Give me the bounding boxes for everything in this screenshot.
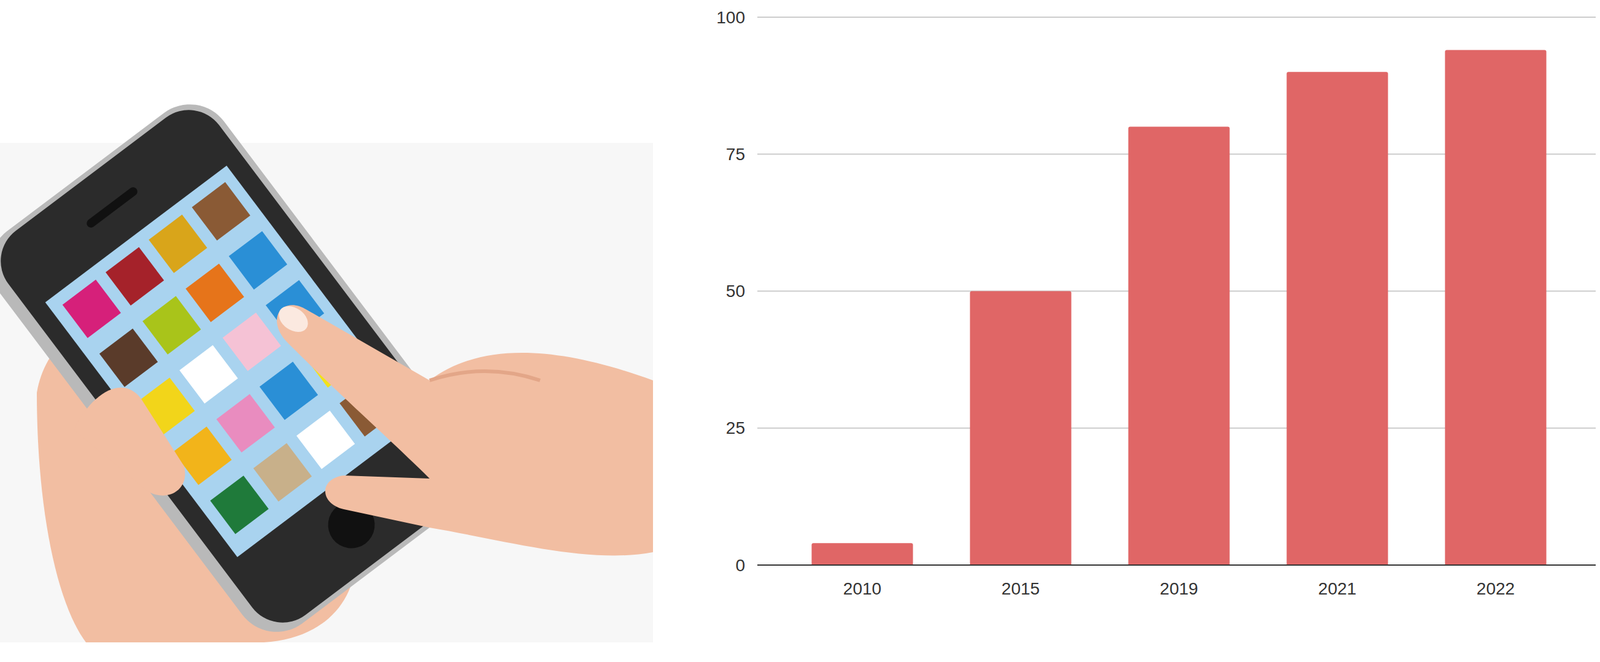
- hand-crease: [429, 371, 541, 381]
- bar: [969, 291, 1071, 566]
- app-icon: [99, 328, 158, 388]
- y-tick-label: 0: [735, 556, 746, 576]
- y-tick-label: 50: [726, 281, 746, 301]
- thumb: [73, 387, 186, 496]
- x-tick-label: 2010: [843, 579, 882, 599]
- app-icon: [105, 247, 164, 306]
- fingernail: [273, 300, 313, 337]
- app-icon: [296, 410, 355, 469]
- x-tick-label: 2019: [1159, 579, 1199, 599]
- app-icon: [148, 214, 207, 274]
- y-tick-label: 25: [726, 418, 746, 438]
- phone-frame: [0, 87, 494, 650]
- pointing-hand: [276, 305, 654, 556]
- bar: [1286, 71, 1388, 566]
- phone-illustration: [0, 87, 654, 650]
- canvas: 0 25 50 75 100 2010 2015 2019 2021 2022: [0, 0, 1600, 662]
- y-tick-label: 75: [726, 144, 746, 164]
- bar: [811, 543, 913, 566]
- grid-line: [757, 564, 1596, 566]
- app-icon: [222, 313, 282, 372]
- bar: [1444, 50, 1546, 566]
- phone-speaker: [84, 185, 139, 229]
- bars: [811, 50, 1546, 566]
- axes: 0 25 50 75 100: [716, 7, 1596, 576]
- y-tick-label: 100: [716, 7, 746, 28]
- app-icon: [259, 361, 318, 420]
- x-tick-label: 2021: [1318, 579, 1357, 599]
- app-icon: [228, 231, 288, 290]
- x-tick-label: 2022: [1476, 579, 1515, 599]
- app-icon: [209, 475, 269, 534]
- bar: [1128, 127, 1230, 566]
- x-axis-line: [757, 564, 1596, 566]
- phone: [0, 87, 494, 650]
- grid-line: [757, 16, 1596, 18]
- app-icon: [185, 263, 245, 323]
- app-icon: [192, 182, 251, 241]
- phone-body: [0, 95, 487, 639]
- app-icon: [179, 344, 238, 404]
- app-icon: [253, 443, 312, 502]
- app-icon: [216, 394, 275, 453]
- x-tick-label: 2015: [1001, 579, 1040, 599]
- app-icon: [62, 279, 121, 339]
- app-icon: [142, 296, 201, 355]
